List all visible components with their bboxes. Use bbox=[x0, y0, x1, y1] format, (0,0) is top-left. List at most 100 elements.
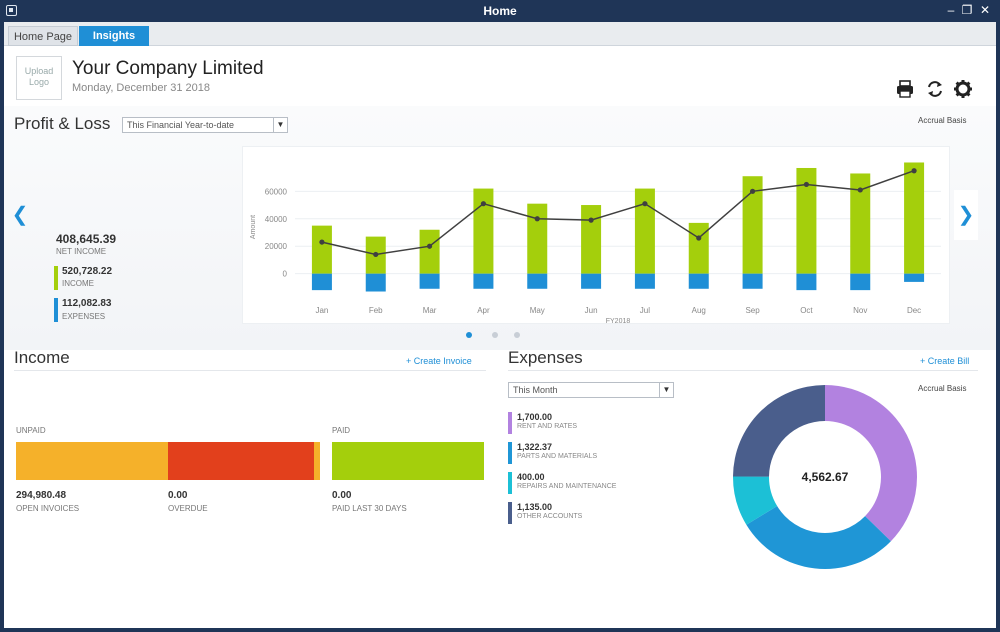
y-tick-label: 20000 bbox=[265, 242, 288, 251]
expense-legend-item[interactable]: 1,700.00 RENT AND RATES bbox=[508, 412, 628, 436]
profit-loss-chart-frame: 0 20000 40000 60000 Amount Jan Feb Mar Apr May Jun… bbox=[242, 146, 950, 325]
refresh-icon[interactable] bbox=[924, 78, 946, 100]
close-icon[interactable]: ✕ bbox=[979, 3, 991, 17]
minimize-icon[interactable]: – bbox=[947, 3, 955, 17]
printer-icon[interactable] bbox=[894, 78, 916, 100]
y-tick-label: 40000 bbox=[265, 215, 288, 224]
expenses-label: EXPENSES bbox=[62, 312, 106, 321]
open-invoices-bar[interactable] bbox=[16, 442, 168, 480]
paid-label: PAID bbox=[332, 426, 351, 435]
x-tick-label: Nov bbox=[853, 306, 867, 315]
window-title: Home bbox=[483, 4, 517, 18]
tab-insights[interactable]: Insights bbox=[79, 26, 149, 46]
legend-value: 1,700.00 bbox=[517, 412, 553, 422]
pager-dot-1[interactable] bbox=[466, 332, 472, 338]
net-income-point bbox=[373, 251, 379, 258]
donut-slice[interactable] bbox=[733, 476, 778, 525]
income-divider bbox=[14, 370, 486, 371]
restore-icon[interactable]: ❐ bbox=[961, 3, 973, 17]
expense-bar bbox=[311, 273, 332, 291]
net-income-label: NET INCOME bbox=[56, 247, 107, 256]
profit-loss-period-select[interactable]: This Financial Year-to-date ▼ bbox=[122, 117, 288, 133]
expense-legend-item[interactable]: 1,135.00 OTHER ACCOUNTS bbox=[508, 502, 628, 526]
pager-dot-2[interactable] bbox=[492, 332, 498, 338]
net-income-point bbox=[319, 239, 325, 245]
x-tick-label: Dec bbox=[907, 306, 921, 315]
pager-dot-3[interactable] bbox=[514, 332, 520, 338]
x-tick-label: Mar bbox=[423, 306, 437, 315]
legend-value: 1,322.37 bbox=[517, 442, 553, 452]
net-income-point bbox=[534, 216, 540, 222]
create-bill-link[interactable]: + Create Bill bbox=[920, 356, 970, 366]
expense-bar bbox=[796, 273, 817, 291]
paid-value: 0.00 bbox=[332, 490, 352, 501]
profit-loss-basis: Accrual Basis bbox=[918, 116, 967, 125]
income-bar bbox=[527, 203, 548, 274]
legend-swatch bbox=[508, 412, 512, 434]
y-tick-label: 60000 bbox=[265, 187, 288, 196]
expense-legend-item[interactable]: 1,322.37 PARTS AND MATERIALS bbox=[508, 442, 628, 466]
income-bar bbox=[634, 188, 655, 274]
profit-loss-period-value: This Financial Year-to-date bbox=[127, 120, 235, 130]
net-income-point bbox=[911, 168, 917, 174]
open-invoices-label: OPEN INVOICES bbox=[16, 504, 80, 513]
legend-label: PARTS AND MATERIALS bbox=[517, 453, 598, 460]
chevron-down-icon: ▼ bbox=[273, 118, 287, 132]
expense-bar bbox=[634, 273, 655, 289]
expenses-divider bbox=[508, 370, 978, 371]
create-invoice-link[interactable]: + Create Invoice bbox=[406, 356, 472, 366]
expense-bar bbox=[688, 273, 709, 289]
net-income-value: 408,645.39 bbox=[56, 232, 117, 246]
system-menu-icon[interactable] bbox=[6, 5, 17, 16]
expense-bar bbox=[742, 273, 763, 289]
net-income-line bbox=[321, 170, 915, 256]
expense-bar bbox=[473, 273, 494, 289]
legend-swatch bbox=[508, 502, 512, 524]
donut-slice[interactable] bbox=[825, 385, 917, 542]
x-tick-label: Jun bbox=[585, 306, 598, 315]
unpaid-label: UNPAID bbox=[16, 426, 46, 435]
legend-swatch bbox=[508, 442, 512, 464]
chevron-left-icon[interactable]: ❮ bbox=[11, 204, 29, 226]
y-tick-label: 0 bbox=[283, 270, 288, 279]
open-invoices-value: 294,980.48 bbox=[16, 490, 67, 501]
x-tick-label: Jul bbox=[640, 306, 650, 315]
chevron-right-icon[interactable]: ❯ bbox=[954, 190, 978, 240]
expense-bar bbox=[419, 273, 440, 289]
donut-slice[interactable] bbox=[746, 506, 891, 569]
overdue-bar[interactable] bbox=[168, 442, 314, 480]
overdue-value: 0.00 bbox=[168, 490, 188, 501]
header-date: Monday, December 31 2018 bbox=[72, 82, 210, 94]
x-axis-label: FY2018 bbox=[606, 318, 631, 325]
income-value: 520,728.22 bbox=[62, 266, 113, 277]
donut-slice[interactable] bbox=[733, 385, 825, 477]
income-label: INCOME bbox=[62, 279, 94, 288]
expense-bar bbox=[850, 273, 871, 291]
net-income-point bbox=[857, 187, 863, 193]
expenses-period-value: This Month bbox=[513, 385, 558, 395]
gear-icon[interactable] bbox=[952, 78, 974, 100]
expense-bar bbox=[904, 273, 925, 282]
chevron-down-icon: ▼ bbox=[659, 383, 673, 397]
paid-bar[interactable] bbox=[332, 442, 484, 480]
y-axis-label: Amount bbox=[250, 215, 257, 239]
income-bar bbox=[850, 173, 871, 274]
legend-swatch bbox=[508, 472, 512, 494]
x-tick-label: Sep bbox=[745, 306, 760, 315]
profit-loss-title: Profit & Loss bbox=[14, 114, 111, 133]
expenses-period-select[interactable]: This Month ▼ bbox=[508, 382, 674, 398]
income-bar bbox=[688, 222, 709, 274]
net-income-point bbox=[426, 243, 433, 249]
legend-label: REPAIRS AND MAINTENANCE bbox=[517, 483, 617, 490]
company-name: Your Company Limited bbox=[72, 58, 264, 79]
overdue-label: OVERDUE bbox=[168, 504, 208, 513]
expense-legend-item[interactable]: 400.00 REPAIRS AND MAINTENANCE bbox=[508, 472, 628, 496]
upload-logo-placeholder[interactable]: Upload Logo bbox=[16, 56, 62, 100]
income-bar bbox=[904, 162, 925, 274]
net-income-point bbox=[749, 188, 756, 194]
income-bar bbox=[742, 176, 763, 274]
tab-home-page[interactable]: Home Page bbox=[8, 26, 78, 46]
income-bar bbox=[796, 167, 817, 274]
net-income-point bbox=[480, 201, 487, 207]
income-title: Income bbox=[14, 348, 70, 367]
